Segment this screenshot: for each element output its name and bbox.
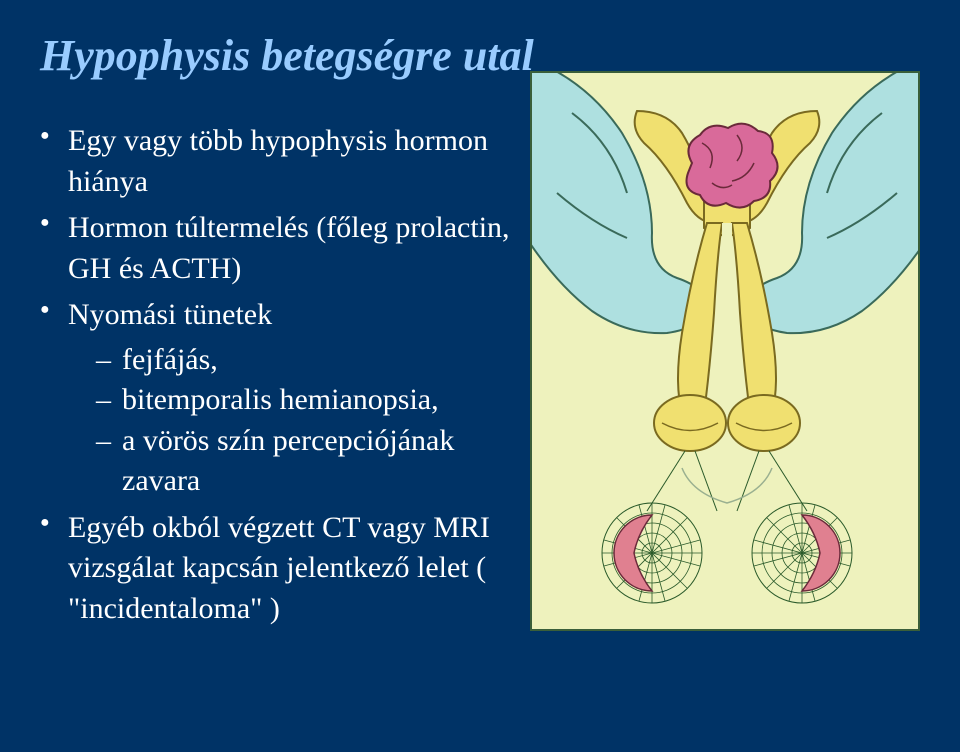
sub-bullet-list: fejfájás, bitemporalis hemianopsia, a vö… <box>96 340 510 502</box>
sub-bullet-item: fejfájás, <box>96 340 510 381</box>
visual-field-right <box>752 503 852 603</box>
stalk-gap <box>722 223 732 413</box>
text-column: Egy vagy több hypophysis hormon hiánya H… <box>40 121 510 635</box>
sub-bullet-item: a vörös szín percepciójának zavara <box>96 421 510 502</box>
diagram-svg <box>532 73 920 631</box>
bullet-item: Nyomási tünetek fejfájás, bitemporalis h… <box>40 295 510 502</box>
diagram-column <box>530 71 920 631</box>
bullet-item: Egy vagy több hypophysis hormon hiánya <box>40 121 510 202</box>
sub-bullet-item: bitemporalis hemianopsia, <box>96 380 510 421</box>
brain-lobe-right <box>747 73 920 333</box>
bullet-text: Nyomási tünetek <box>68 298 272 331</box>
vf-line <box>737 451 759 511</box>
vf-line <box>769 451 807 511</box>
pituitary-diagram <box>530 71 920 631</box>
visual-field-left <box>602 503 702 603</box>
eye-left <box>654 395 726 451</box>
optic-nerve-right <box>732 223 776 413</box>
optic-nerve-left <box>678 223 722 413</box>
vf-line <box>695 451 717 511</box>
brain-lobe-left <box>532 73 707 333</box>
nose-outline <box>682 468 772 503</box>
bullet-list: Egy vagy több hypophysis hormon hiánya H… <box>40 121 510 629</box>
slide: Hypophysis betegségre utal Egy vagy több… <box>0 0 960 752</box>
eye-right <box>728 395 800 451</box>
bullet-item: Hormon túltermelés (főleg prolactin, GH … <box>40 208 510 289</box>
bullet-item: Egyéb okból végzett CT vagy MRI vizsgála… <box>40 508 510 630</box>
vf-line <box>647 451 685 511</box>
pituitary-tumor <box>687 124 778 208</box>
content-row: Egy vagy több hypophysis hormon hiánya H… <box>40 121 920 635</box>
